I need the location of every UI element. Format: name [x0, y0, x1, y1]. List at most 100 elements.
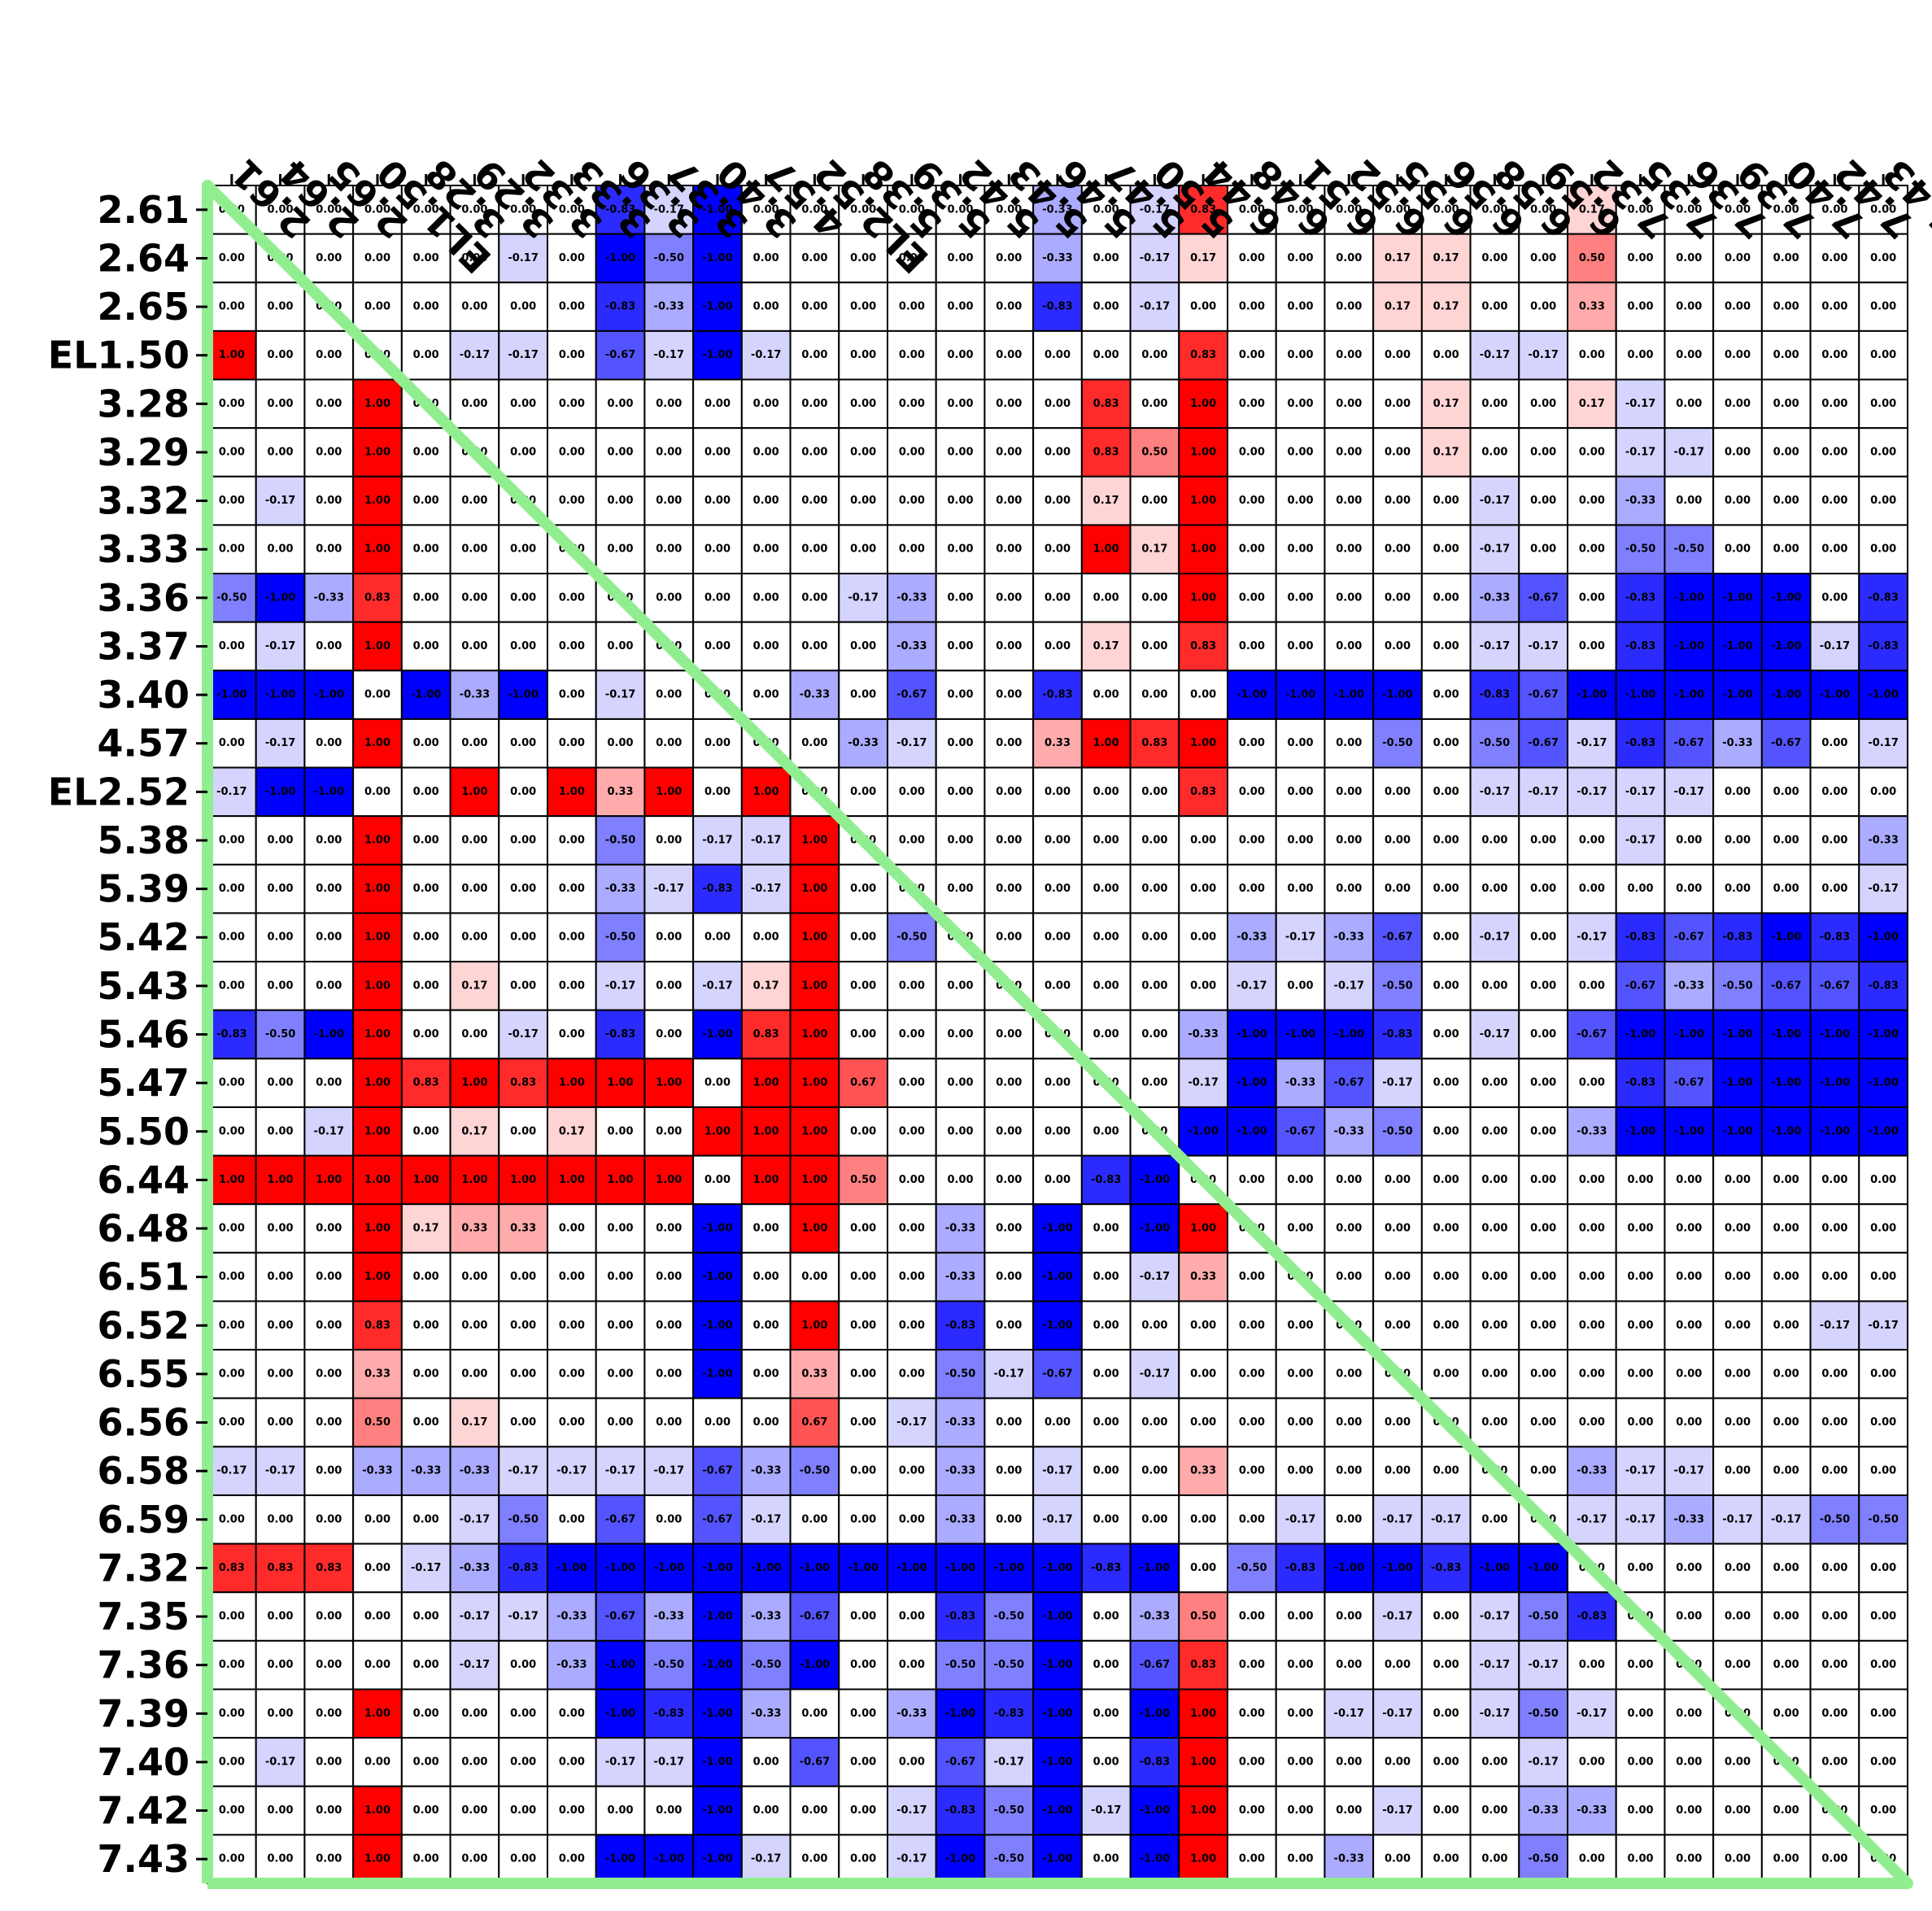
cell-value-label: -1.00 [1674, 1125, 1704, 1137]
cell-value-label: 0.00 [850, 1368, 876, 1380]
cell-value-label: -0.33 [556, 1611, 587, 1623]
cell-value-label: -0.17 [1480, 495, 1510, 507]
cell-value-label: 0.00 [1385, 349, 1411, 361]
cell-value-label: 1.00 [704, 1125, 730, 1137]
cell-value-label: 0.00 [850, 1320, 876, 1332]
cell-value-label: 0.00 [1481, 1077, 1507, 1089]
cell-value-label: 0.00 [948, 1077, 974, 1089]
heatmap-cell [1032, 329, 1083, 381]
cell-value-label: 0.00 [1288, 883, 1314, 895]
cell-value-label: 0.00 [753, 1271, 779, 1283]
cell-value-label: 0.00 [1628, 1756, 1654, 1768]
heatmap-cell [595, 281, 646, 332]
heatmap-cell [595, 378, 646, 430]
cell-value-label: 0.83 [1141, 737, 1167, 749]
cell-value-label: 0.00 [753, 1368, 779, 1380]
cell-value-label: -1.00 [1868, 1028, 1898, 1041]
cell-value-label: 0.00 [1336, 737, 1362, 749]
cell-value-label: 0.00 [510, 1368, 536, 1380]
cell-value-label: 0.00 [1481, 1416, 1507, 1429]
cell-value-label: 0.00 [219, 1368, 245, 1380]
heatmap-cell [1664, 766, 1715, 818]
cell-value-label: 0.00 [1821, 398, 1847, 410]
cell-value-label: 0.00 [1336, 543, 1362, 556]
cell-value-label: 0.00 [413, 1125, 439, 1137]
cell-value-label: 0.00 [1530, 543, 1556, 556]
cell-value-label: 0.83 [1093, 446, 1119, 458]
cell-value-label: 1.00 [801, 1125, 827, 1137]
cell-value-label: -0.33 [1674, 1513, 1704, 1525]
cell-value-label: 1.00 [364, 446, 390, 458]
heatmap-cell [1420, 378, 1472, 430]
cell-value-label: 0.00 [316, 1416, 342, 1429]
cell-value-label: -0.17 [605, 1465, 635, 1477]
cell-value-label: -1.00 [1625, 1028, 1655, 1041]
cell-value-label: 0.00 [1141, 834, 1167, 846]
cell-value-label: 0.00 [219, 1271, 245, 1283]
cell-value-label: 0.00 [996, 398, 1022, 410]
heatmap-cell [692, 524, 743, 575]
heatmap-cell [740, 815, 792, 866]
cell-value-label: -0.50 [994, 1659, 1024, 1671]
cell-value-label: 0.00 [1288, 1611, 1314, 1623]
cell-value-label: 0.00 [1725, 349, 1751, 361]
cell-value-label: 0.00 [850, 786, 876, 798]
heatmap-cell [1760, 863, 1812, 914]
cell-value-label: 0.00 [1239, 883, 1265, 895]
cell-value-label: 0.00 [1093, 1320, 1119, 1332]
cell-value-label: 0.00 [1481, 1804, 1507, 1817]
cell-value-label: -0.17 [1382, 1513, 1412, 1525]
heatmap-cell [1518, 863, 1569, 914]
heatmap-cell [352, 815, 403, 866]
cell-value-label: -0.17 [1625, 1513, 1655, 1525]
cell-value-label: 0.00 [1239, 1708, 1265, 1720]
cell-value-label: 0.00 [1385, 1223, 1411, 1235]
cell-value-label: 0.00 [1676, 1708, 1702, 1720]
cell-value-label: 0.00 [364, 1513, 390, 1525]
cell-value-label: 1.00 [1190, 543, 1216, 556]
cell-value-label: -0.83 [945, 1320, 975, 1332]
heatmap-cell [838, 233, 889, 284]
cell-value-label: 0.00 [1385, 1271, 1411, 1283]
cell-value-label: -0.50 [216, 591, 246, 604]
cell-value-label: 0.00 [268, 349, 294, 361]
cell-value-label: 0.00 [1481, 1756, 1507, 1768]
heatmap-cell [352, 573, 403, 623]
cell-value-label: 0.00 [1385, 543, 1411, 556]
heatmap-cell [1809, 621, 1860, 672]
cell-value-label: -0.17 [994, 1756, 1024, 1768]
cell-value-label: 0.00 [316, 1708, 342, 1720]
cell-value-label: 0.33 [801, 1368, 827, 1380]
heatmap-cell [935, 524, 986, 575]
cell-value-label: 0.33 [1579, 301, 1605, 313]
heatmap-cell [303, 863, 355, 914]
cell-value-label: 0.00 [704, 640, 730, 652]
heatmap-cell [547, 621, 597, 672]
heatmap-cell [1372, 621, 1423, 672]
cell-value-label: 0.00 [899, 1320, 925, 1332]
heatmap-cell [692, 718, 743, 769]
cell-value-label: 0.00 [559, 640, 585, 652]
cell-value-label: -0.33 [1334, 1853, 1364, 1865]
cell-value-label: 0.00 [1141, 979, 1167, 992]
cell-value-label: 0.00 [1239, 1320, 1265, 1332]
y-tick-label: 7.42 [98, 1789, 190, 1833]
cell-value-label: 0.00 [704, 446, 730, 458]
cell-value-label: 0.00 [948, 349, 974, 361]
cell-value-label: 0.00 [1676, 301, 1702, 313]
cell-value-label: 0.00 [1093, 1853, 1119, 1865]
cell-value-label: 0.00 [1481, 1320, 1507, 1332]
cell-value-label: 0.00 [850, 1416, 876, 1429]
cell-value-label: 0.00 [850, 932, 876, 944]
cell-value-label: 0.00 [656, 1804, 682, 1817]
cell-value-label: 0.00 [801, 1708, 827, 1720]
cell-value-label: -0.17 [1188, 1077, 1218, 1089]
cell-value-label: -0.33 [654, 1611, 684, 1623]
heatmap-cell [595, 912, 646, 963]
cell-value-label: -1.00 [1042, 1804, 1072, 1817]
cell-value-label: -1.00 [1480, 1562, 1510, 1574]
heatmap-cell [595, 815, 646, 866]
cell-value-label: 0.00 [510, 1271, 536, 1283]
cell-value-label: 0.00 [801, 1513, 827, 1525]
cell-value-label: 0.00 [948, 446, 974, 458]
